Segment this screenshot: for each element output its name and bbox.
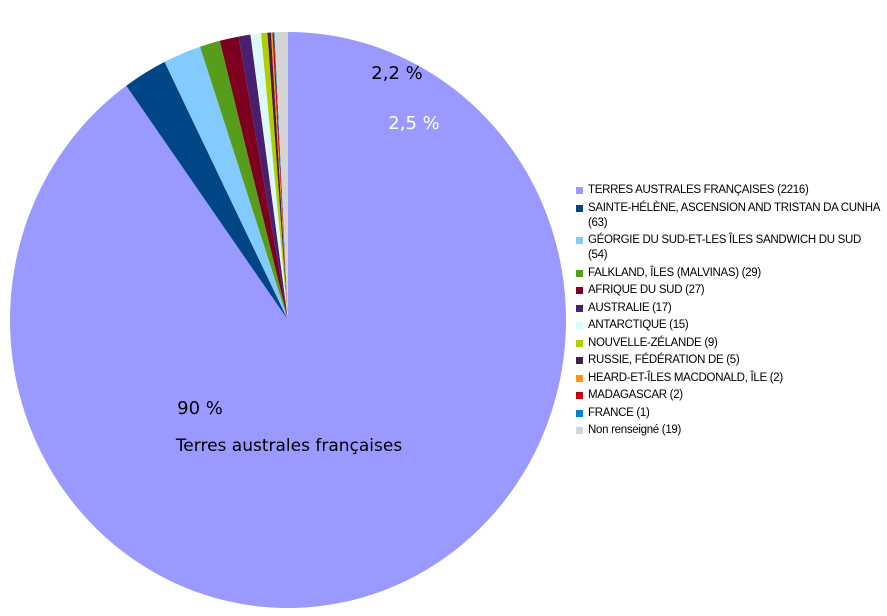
legend-label: NOUVELLE-ZÉLANDE (9) (588, 336, 718, 349)
slice-percent-label: 2,2 % (371, 63, 422, 84)
pie-slice (164, 46, 288, 321)
pie-slice (219, 36, 288, 321)
legend-label: AFRIQUE DU SUD (27) (588, 284, 705, 296)
legend-label: FRANCE (1) (588, 406, 650, 419)
legend-swatch (576, 187, 583, 194)
pie-slice (261, 32, 288, 320)
slice-percent-label: 2,5 % (388, 113, 439, 134)
chart-legend: TERRES AUSTRALES FRANÇAISES (2216) SAINTE… (576, 183, 881, 441)
legend-swatch (576, 204, 583, 212)
legend-swatch (576, 427, 583, 434)
legend-swatch (576, 409, 583, 417)
legend-label: MADAGASCAR (2) (588, 389, 683, 401)
pie-slice (10, 32, 567, 608)
pie-slice (272, 32, 288, 320)
legend-entry: HEARD-ET-ÎLES MACDONALD, ÎLE (2) (576, 371, 881, 386)
legend-entry: FRANCE (1) (576, 406, 881, 421)
pie-slice (273, 32, 288, 321)
legend-swatch (576, 304, 583, 312)
legend-label: Non renseigné (19) (588, 424, 682, 436)
legend-entry: RUSSIE, FÉDÉRATION DE (5) (576, 353, 881, 368)
legend-entry: FALKLAND, ÎLES (MALVINAS) (29) (576, 266, 881, 281)
pie-slice (270, 32, 288, 320)
legend-label: RUSSIE, FÉDÉRATION DE (5) (588, 354, 740, 366)
legend-swatch (576, 322, 583, 329)
legend-label: ANTARCTIQUE (15) (588, 319, 689, 331)
legend-label: SAINTE-HÉLÈNE, ASCENSION AND TRISTAN DA … (588, 201, 880, 229)
pie-slice (267, 32, 288, 320)
legend-swatch (576, 237, 583, 244)
pie-slice (200, 40, 288, 321)
legend-swatch (576, 357, 583, 364)
legend-entry: AFRIQUE DU SUD (27) (576, 283, 881, 298)
pie-slice (250, 33, 288, 321)
legend-label: GÉORGIE DU SUD-ET-LES ÎLES SANDWICH DU S… (588, 234, 862, 261)
legend-swatch (576, 339, 583, 347)
legend-swatch (576, 269, 583, 277)
legend-swatch (576, 374, 583, 382)
legend-swatch (576, 392, 583, 399)
legend-swatch (576, 287, 583, 294)
legend-entry: ANTARCTIQUE (15) (576, 318, 881, 333)
slice-name-label: Terres australes françaises (175, 436, 403, 456)
legend-entry: TERRES AUSTRALES FRANÇAISES (2216) (576, 183, 881, 198)
legend-entry: AUSTRALIE (17) (576, 301, 881, 316)
legend-entry: GÉORGIE DU SUD-ET-LES ÎLES SANDWICH DU S… (576, 233, 881, 263)
legend-entry: NOUVELLE-ZÉLANDE (9) (576, 336, 881, 351)
pie-slice (238, 34, 288, 320)
slice-percent-label: 90 % (177, 398, 223, 419)
legend-label: TERRES AUSTRALES FRANÇAISES (2216) (588, 184, 809, 196)
legend-entry: MADAGASCAR (2) (576, 388, 881, 403)
pie-slice (126, 61, 289, 321)
pie-slice (274, 32, 288, 320)
legend-entry: Non renseigné (19) (576, 423, 881, 438)
legend-label: HEARD-ET-ÎLES MACDONALD, ÎLE (2) (588, 371, 783, 384)
legend-label: AUSTRALIE (17) (588, 301, 672, 314)
legend-label: FALKLAND, ÎLES (MALVINAS) (29) (588, 266, 761, 279)
legend-entry: SAINTE-HÉLÈNE, ASCENSION AND TRISTAN DA … (576, 201, 881, 231)
